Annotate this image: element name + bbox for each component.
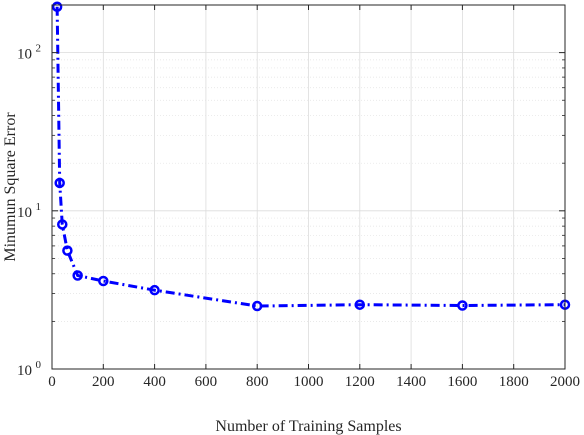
data-point [457, 300, 468, 311]
x-tick-label: 1800 [499, 374, 529, 390]
data-point [354, 299, 366, 310]
x-tick-label: 200 [92, 374, 115, 390]
data-point [51, 1, 63, 12]
x-tick-label: 1600 [447, 374, 477, 390]
y-tick-label: 10 [17, 363, 32, 379]
y-tick-exponent: 2 [36, 43, 42, 55]
data-point [54, 177, 65, 189]
x-axis-label: Number of Training Samples [215, 418, 401, 435]
y-axis-label: Minumun Square Error [2, 112, 19, 262]
data-point [149, 284, 160, 296]
x-tick-label: 1000 [294, 374, 324, 390]
x-tick-label: 0 [48, 374, 56, 390]
y-tick-exponent: 1 [36, 201, 42, 213]
series [51, 1, 571, 312]
y-tick-label: 10 [17, 47, 32, 63]
data-point [62, 245, 73, 256]
ticks: 0 200 400 600 800 1000 1200 1400 1600 1800 2000 10 0… [17, 5, 580, 390]
x-tick-label: 800 [246, 374, 269, 390]
x-tick-label: 1200 [345, 374, 375, 390]
y-tick-label: 10 [17, 205, 32, 221]
data-point [57, 219, 68, 230]
series-line [55, 6, 566, 308]
x-tick-label: 600 [195, 374, 218, 390]
x-tick-label: 2000 [550, 374, 580, 390]
data-point [251, 300, 263, 312]
y-tick-exponent: 0 [36, 359, 42, 371]
x-tick-label: 1400 [396, 374, 426, 390]
x-tick-label: 400 [143, 374, 166, 390]
data-point [72, 270, 83, 281]
data-point [98, 275, 109, 287]
